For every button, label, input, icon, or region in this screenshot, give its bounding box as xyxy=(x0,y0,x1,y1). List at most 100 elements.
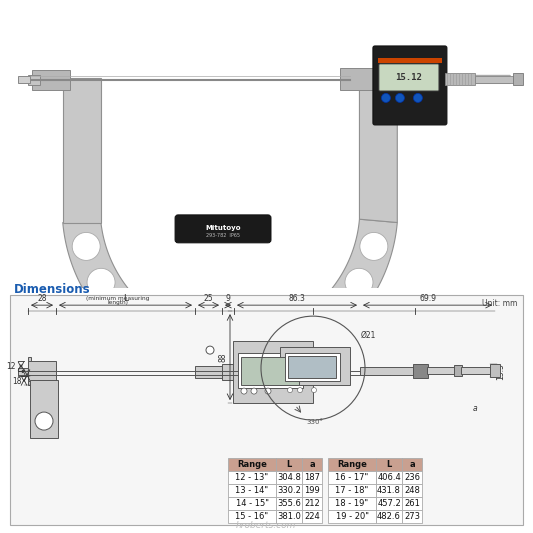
Bar xyxy=(376,471,402,484)
Bar xyxy=(402,471,422,484)
Bar xyxy=(30,380,58,438)
Bar xyxy=(233,341,313,403)
Text: 457.2: 457.2 xyxy=(377,499,401,508)
Text: 17 - 18": 17 - 18" xyxy=(335,486,369,495)
Text: a: a xyxy=(309,460,315,469)
Text: Range: Range xyxy=(337,460,367,469)
Bar xyxy=(18,76,30,83)
Circle shape xyxy=(290,323,319,351)
Bar xyxy=(402,497,422,510)
Polygon shape xyxy=(63,219,397,376)
Bar xyxy=(285,353,340,381)
Text: 224: 224 xyxy=(304,512,320,521)
Text: 12 - 13": 12 - 13" xyxy=(236,473,269,482)
Bar xyxy=(222,364,234,380)
Text: 199: 199 xyxy=(304,486,320,495)
Bar xyxy=(402,458,422,471)
Polygon shape xyxy=(63,78,101,222)
Bar xyxy=(28,75,40,85)
Circle shape xyxy=(251,388,257,394)
Bar xyxy=(427,367,455,374)
Bar xyxy=(276,471,302,484)
Bar xyxy=(376,497,402,510)
Text: Range: Range xyxy=(237,460,267,469)
Text: Ø21: Ø21 xyxy=(360,330,376,340)
Text: (minimum measuring: (minimum measuring xyxy=(86,296,150,301)
Bar xyxy=(402,484,422,497)
Bar xyxy=(461,367,491,374)
Circle shape xyxy=(345,268,373,296)
Circle shape xyxy=(255,338,282,366)
Bar xyxy=(195,366,223,378)
Bar xyxy=(228,497,276,510)
Bar xyxy=(328,471,376,484)
Circle shape xyxy=(360,232,388,261)
Text: L: L xyxy=(123,294,128,303)
Bar xyxy=(360,367,415,375)
Bar xyxy=(280,347,350,385)
Bar xyxy=(238,353,303,388)
FancyBboxPatch shape xyxy=(175,215,271,243)
Circle shape xyxy=(111,299,139,327)
Circle shape xyxy=(311,387,317,393)
Text: 406.4: 406.4 xyxy=(377,473,401,482)
Bar xyxy=(241,357,299,385)
Text: Unit: mm: Unit: mm xyxy=(482,299,517,308)
Circle shape xyxy=(87,268,115,296)
Bar xyxy=(328,510,376,523)
Text: Dimensions: Dimensions xyxy=(14,283,91,296)
Bar xyxy=(402,510,422,523)
Bar xyxy=(228,510,276,523)
Text: 273: 273 xyxy=(404,512,420,521)
Text: 381.0: 381.0 xyxy=(277,512,301,521)
Text: 212: 212 xyxy=(304,499,320,508)
Text: 15.12: 15.12 xyxy=(395,74,422,83)
Bar xyxy=(302,510,322,523)
Circle shape xyxy=(395,93,405,102)
Bar xyxy=(28,361,56,381)
Text: length): length) xyxy=(108,300,128,305)
Text: 18: 18 xyxy=(12,377,22,385)
Text: Mitutoyo: Mitutoyo xyxy=(205,225,241,231)
Text: 5: 5 xyxy=(20,369,25,378)
Text: 14 - 15": 14 - 15" xyxy=(236,499,269,508)
Text: 15 - 16": 15 - 16" xyxy=(236,512,269,521)
Bar xyxy=(276,458,302,471)
Bar xyxy=(276,484,302,497)
Text: 19 - 20": 19 - 20" xyxy=(335,512,368,521)
Bar xyxy=(18,368,30,376)
Text: 187: 187 xyxy=(304,473,320,482)
Bar xyxy=(376,510,402,523)
Text: 88: 88 xyxy=(219,352,228,362)
Bar xyxy=(475,76,515,83)
Circle shape xyxy=(206,346,214,354)
Text: a: a xyxy=(473,403,478,413)
Text: 25: 25 xyxy=(204,294,213,303)
Text: L: L xyxy=(386,460,392,469)
Text: 16 - 17": 16 - 17" xyxy=(335,473,369,482)
Polygon shape xyxy=(359,78,397,222)
Text: 355.6: 355.6 xyxy=(277,499,301,508)
Text: 304.8: 304.8 xyxy=(277,473,301,482)
Text: 18 - 19": 18 - 19" xyxy=(335,499,368,508)
Bar xyxy=(376,458,402,471)
Text: 330°: 330° xyxy=(306,419,324,425)
Text: a: a xyxy=(409,460,415,469)
Bar xyxy=(413,364,428,378)
Text: 13.5: 13.5 xyxy=(496,362,505,379)
Bar xyxy=(328,458,376,471)
Bar xyxy=(302,484,322,497)
Text: 9: 9 xyxy=(225,294,230,303)
Text: hroberts.com: hroberts.com xyxy=(236,521,296,530)
Text: 482.6: 482.6 xyxy=(377,512,401,521)
Bar xyxy=(328,497,376,510)
Circle shape xyxy=(216,343,244,371)
Circle shape xyxy=(265,388,271,394)
Circle shape xyxy=(287,387,293,393)
Circle shape xyxy=(72,232,100,261)
Circle shape xyxy=(321,299,349,327)
Bar xyxy=(490,364,500,377)
Bar xyxy=(302,497,322,510)
Text: 248: 248 xyxy=(404,486,420,495)
Bar xyxy=(376,484,402,497)
